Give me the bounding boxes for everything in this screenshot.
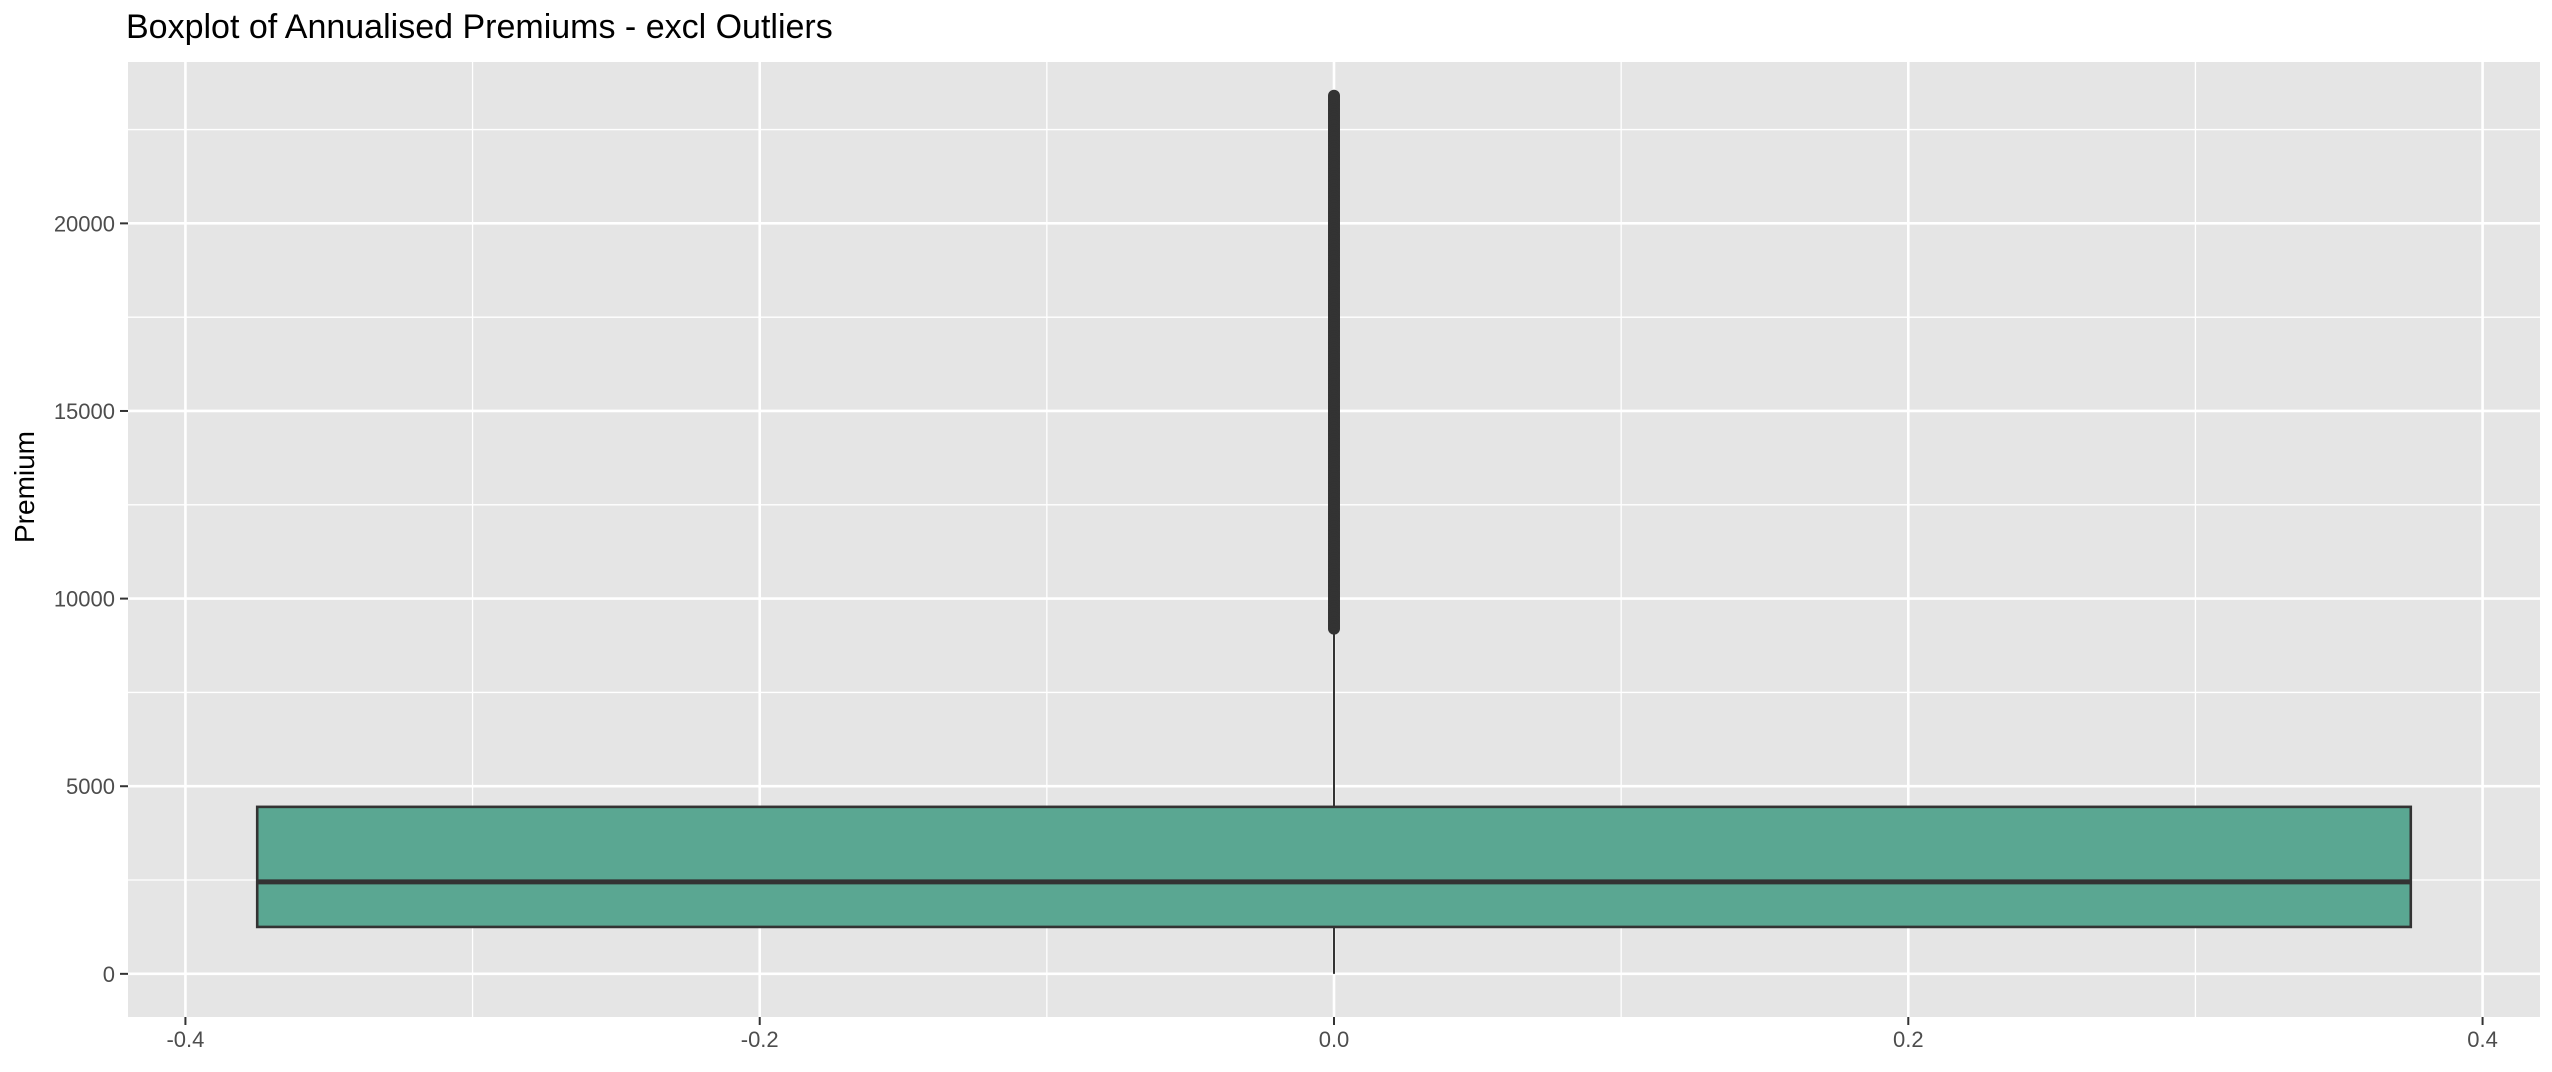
y-tick-label: 5000 [66, 774, 115, 799]
box-iqr [255, 805, 2413, 929]
chart-title: Boxplot of Annualised Premiums - excl Ou… [126, 8, 833, 46]
outlier-point [1328, 89, 1340, 102]
x-tick-label: -0.4 [166, 1027, 204, 1052]
y-tick-label: 10000 [54, 587, 115, 612]
x-tick-label: 0.2 [1893, 1027, 1924, 1052]
x-tick-label: 0.0 [1319, 1027, 1350, 1052]
y-tick-label: 0 [103, 962, 115, 987]
x-tick-label: -0.2 [741, 1027, 779, 1052]
y-tick-label: 20000 [54, 211, 115, 236]
y-tick-label: 15000 [54, 399, 115, 424]
x-tick-label: 0.4 [2467, 1027, 2498, 1052]
